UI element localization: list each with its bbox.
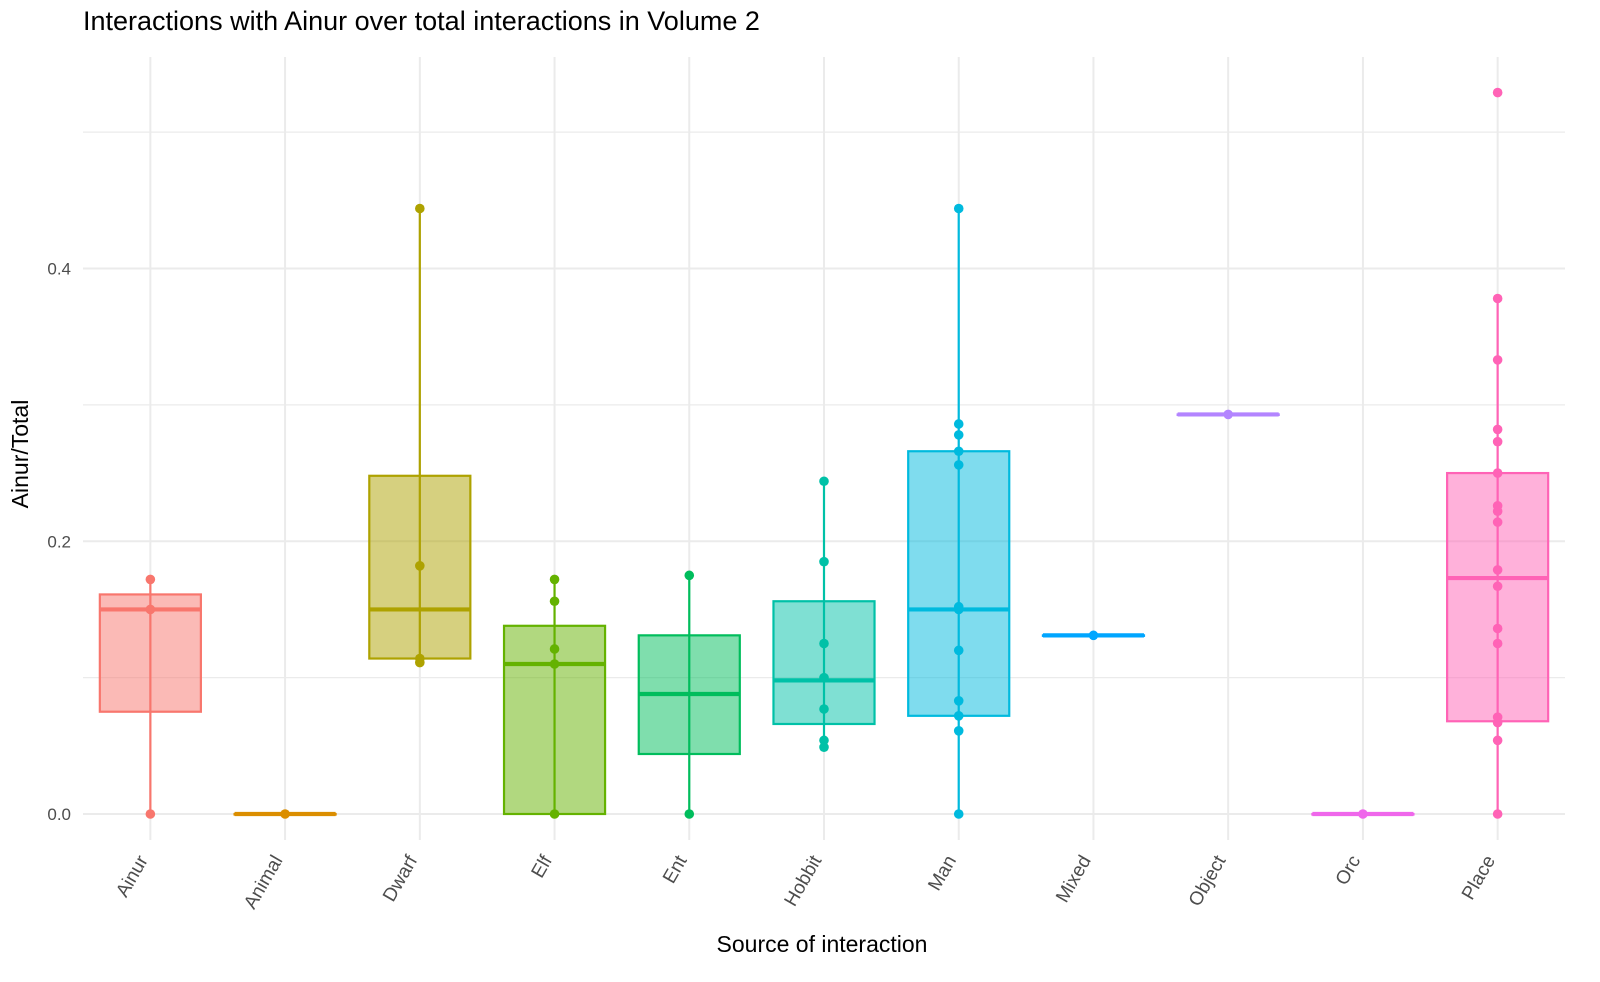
box-body (98, 593, 202, 713)
data-point (415, 203, 425, 214)
box-mixed (1041, 630, 1146, 641)
data-point (1492, 581, 1503, 592)
y-axis-ticks: 0.0 0.2 0.4 (47, 260, 71, 825)
box-hobbit (772, 476, 876, 752)
box-man (907, 203, 1011, 819)
x-tick-label: Elf (528, 851, 558, 881)
data-point (1492, 735, 1503, 746)
data-point (1492, 436, 1503, 447)
y-tick-label: 0.4 (47, 260, 71, 279)
data-point (953, 419, 964, 429)
data-point (1492, 500, 1503, 511)
data-point (953, 696, 964, 706)
data-point (1492, 809, 1503, 819)
data-point (819, 638, 829, 649)
box-ent (637, 570, 741, 819)
data-point (415, 653, 425, 664)
data-point (1492, 293, 1503, 304)
data-point (953, 430, 964, 440)
data-point (415, 560, 425, 571)
box-dwarf (368, 203, 472, 668)
x-tick-label: Ent (659, 851, 692, 887)
data-point (819, 672, 829, 683)
data-point (145, 604, 156, 615)
x-tick-label: Hobbit (781, 851, 827, 910)
data-point (953, 203, 964, 214)
data-point (1492, 712, 1503, 722)
chart-title: Interactions with Ainur over total inter… (83, 6, 760, 36)
data-point (684, 570, 695, 581)
box-animal (233, 809, 337, 819)
box-orc (1311, 809, 1415, 819)
data-point (953, 809, 964, 819)
box-place (1446, 87, 1550, 819)
data-point (1492, 565, 1503, 575)
data-point (819, 742, 829, 752)
data-point (953, 601, 964, 612)
x-axis-ticks: Ainur Animal Dwarf Elf Ent Hobbit Man Mixed Obje… (112, 851, 1500, 912)
data-point (953, 726, 964, 736)
data-point (1492, 517, 1503, 527)
y-tick-label: 0.0 (47, 805, 71, 824)
data-point (819, 704, 829, 714)
box-body (907, 450, 1011, 717)
x-axis-title: Source of interaction (717, 931, 928, 957)
data-point (549, 659, 560, 669)
data-point (819, 476, 829, 487)
x-tick-label: Animal (240, 852, 287, 913)
data-point (1492, 87, 1503, 98)
x-tick-label: Object (1185, 851, 1231, 910)
data-point (684, 809, 695, 819)
boxes (98, 87, 1550, 819)
data-point (280, 809, 290, 819)
data-point (1492, 355, 1503, 365)
data-point (953, 460, 964, 470)
data-point (1492, 623, 1503, 634)
x-tick-label: Mixed (1052, 852, 1096, 906)
x-tick-label: Orc (1332, 852, 1365, 889)
box-body (772, 600, 876, 726)
x-tick-label: Dwarf (379, 851, 422, 905)
x-tick-label: Place (1458, 852, 1500, 904)
box-body (502, 624, 607, 816)
data-point (1358, 809, 1368, 819)
data-point (145, 574, 156, 585)
data-point (549, 644, 560, 654)
data-point (953, 446, 964, 457)
box-ainur (98, 574, 202, 819)
data-point (1223, 409, 1233, 420)
data-point (1492, 638, 1503, 649)
data-point (549, 809, 560, 819)
x-tick-label: Ainur (112, 851, 153, 900)
data-point (1492, 468, 1503, 478)
data-point (549, 574, 560, 585)
data-point (953, 645, 964, 656)
box-object (1176, 409, 1280, 420)
data-point (549, 596, 560, 607)
data-point (819, 735, 829, 746)
y-tick-label: 0.2 (47, 532, 71, 551)
box-elf (502, 574, 607, 819)
y-axis-title: Ainur/Total (7, 400, 33, 509)
data-point (1492, 424, 1503, 435)
data-point (1088, 630, 1099, 641)
data-point (953, 711, 964, 721)
data-point (819, 556, 829, 567)
data-point (145, 809, 156, 819)
x-tick-label: Man (924, 852, 961, 895)
